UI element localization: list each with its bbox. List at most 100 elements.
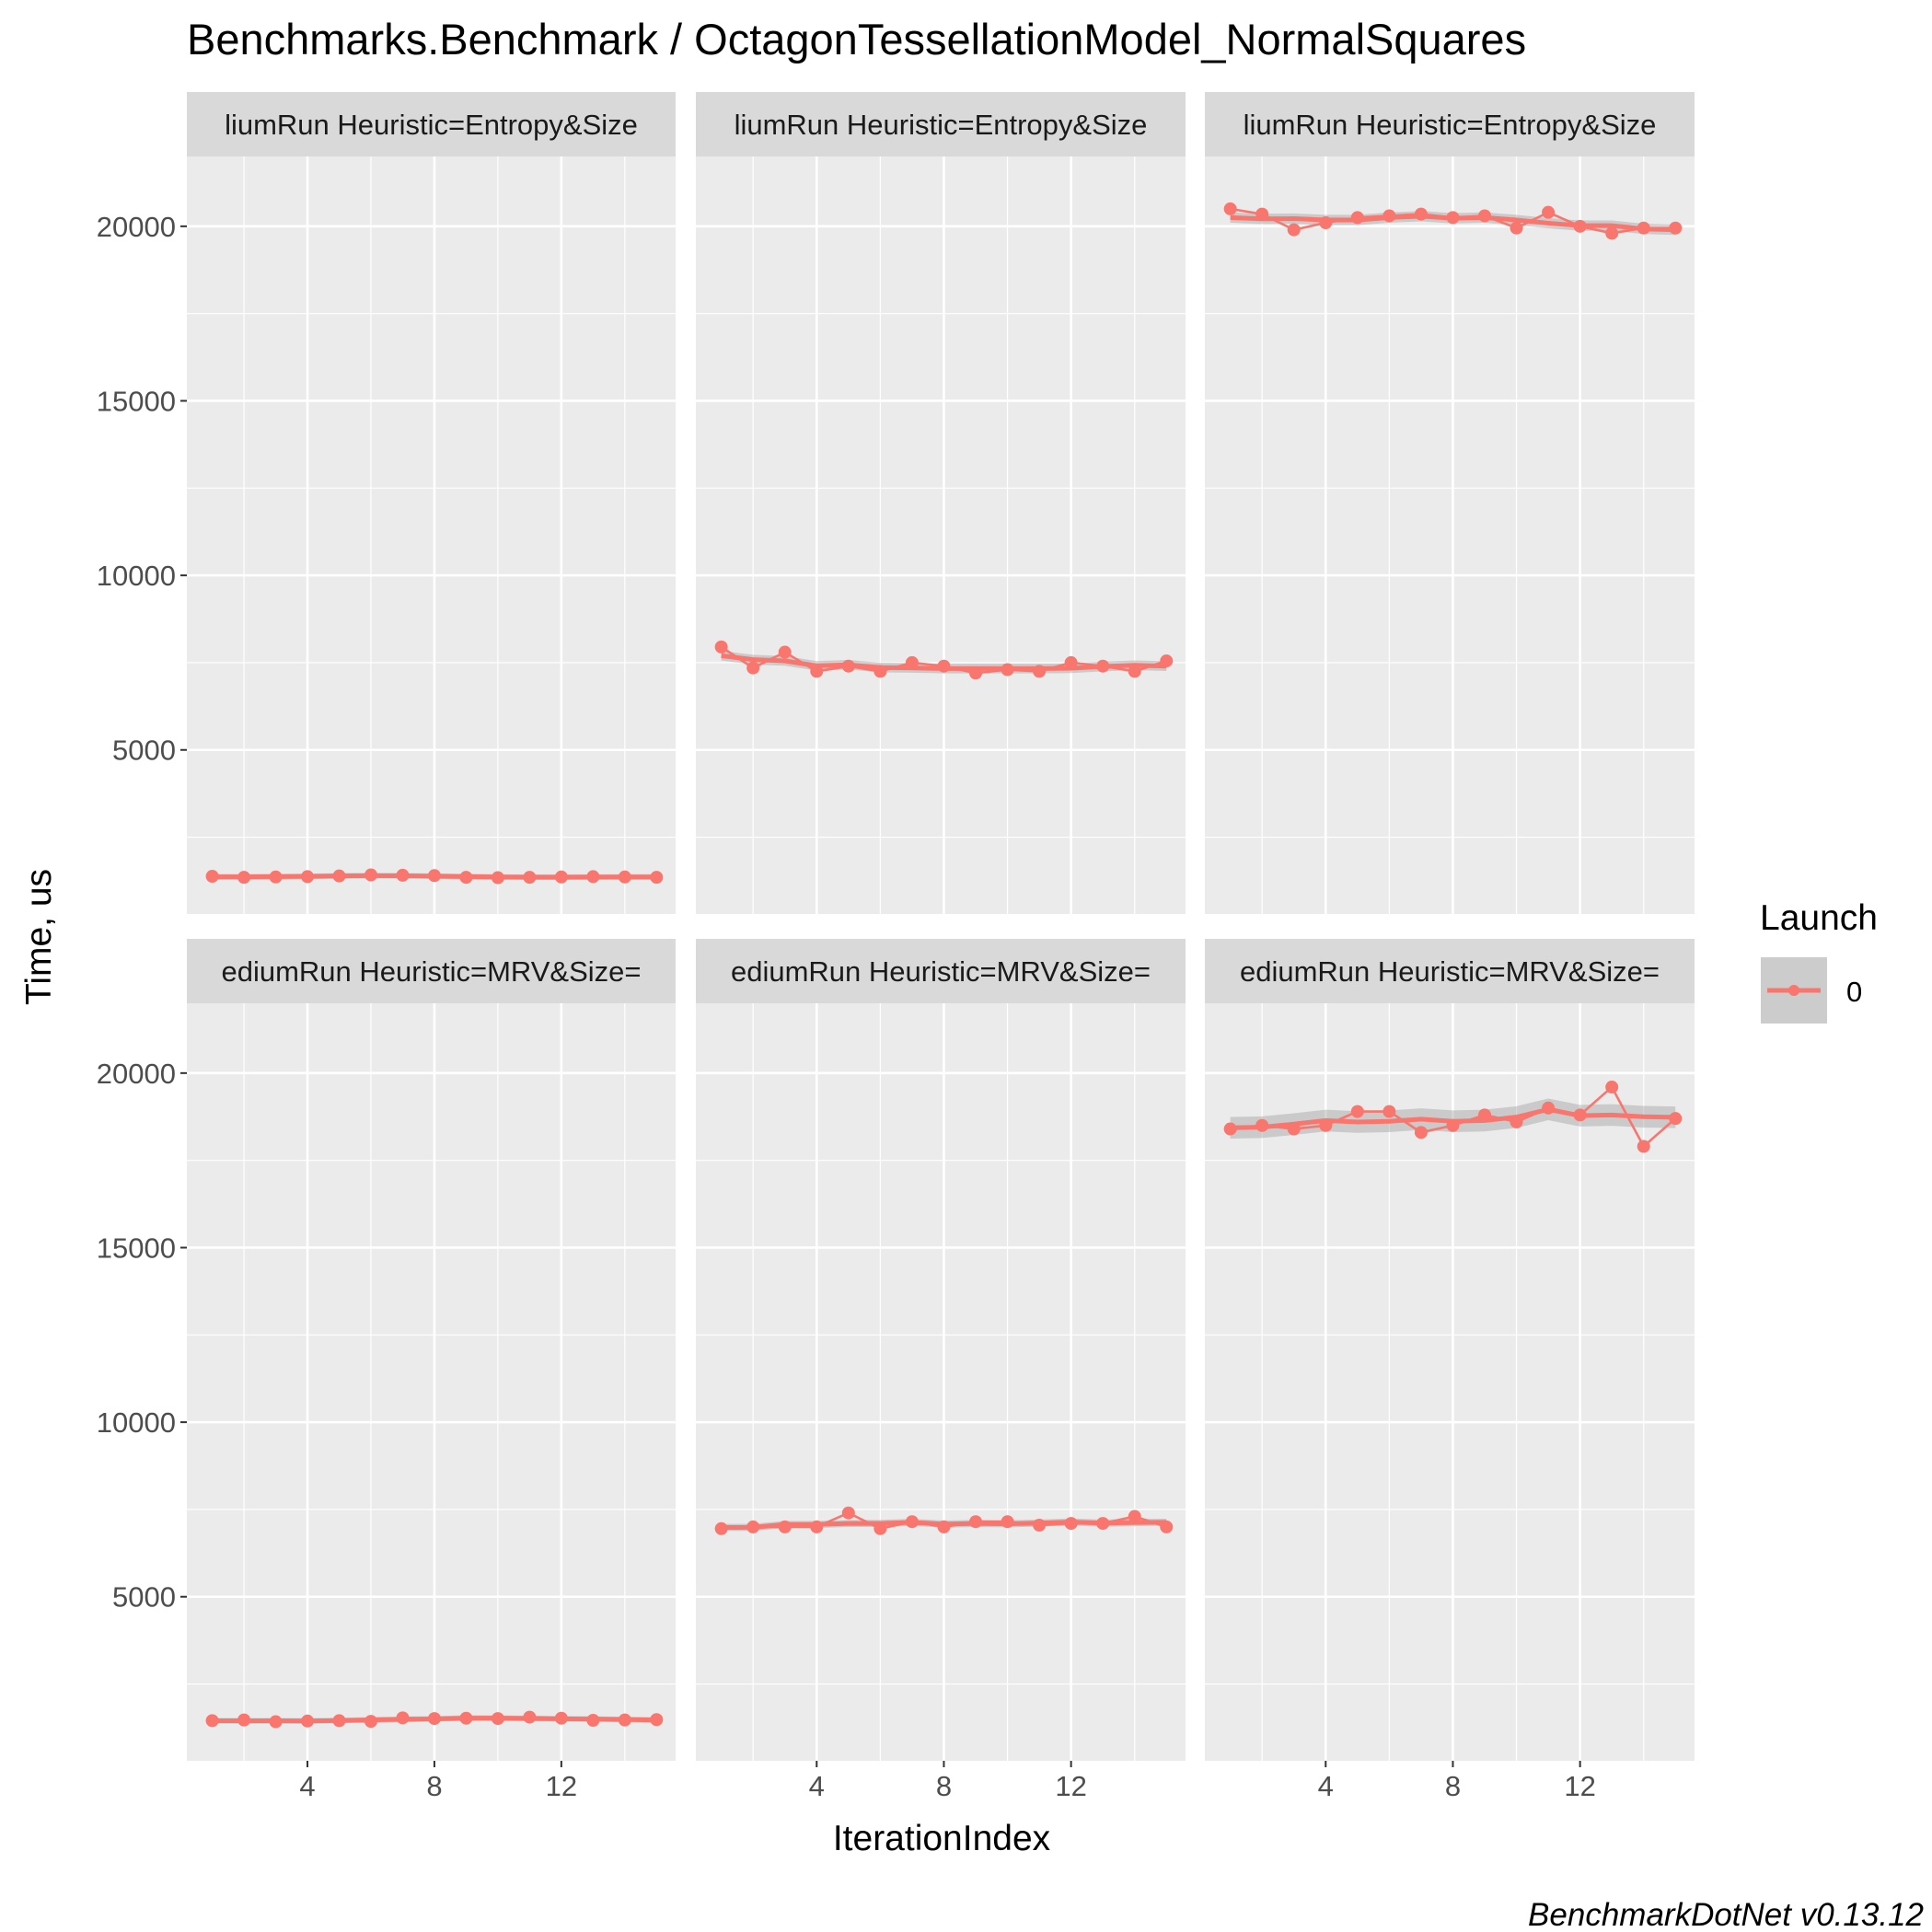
y-tick-label: 15000 bbox=[97, 385, 176, 417]
data-point bbox=[1255, 207, 1269, 221]
x-axis-title: IterationIndex bbox=[833, 1819, 1051, 1858]
data-point bbox=[1573, 219, 1587, 233]
data-point bbox=[650, 1713, 664, 1727]
panel-background bbox=[187, 1003, 676, 1761]
data-point bbox=[237, 1713, 251, 1727]
data-point bbox=[810, 1520, 824, 1533]
strip-label: liumRun Heuristic=Entropy&Size bbox=[225, 109, 638, 141]
data-point bbox=[459, 1711, 473, 1725]
data-point bbox=[301, 870, 315, 884]
data-point bbox=[1319, 216, 1333, 230]
data-point bbox=[1319, 1118, 1333, 1132]
data-point bbox=[1414, 207, 1428, 221]
panel-1-1: ediumRun Heuristic=MRV&Size= bbox=[696, 939, 1186, 1761]
y-tick-label: 20000 bbox=[97, 1058, 176, 1090]
data-point bbox=[1064, 655, 1078, 669]
x-axis-ticks: 4 8 12 4 8 12 4 8 12 bbox=[299, 1761, 1596, 1802]
data-point bbox=[554, 870, 568, 884]
data-point bbox=[1255, 1118, 1269, 1132]
caption: BenchmarkDotNet v0.13.12 bbox=[1528, 1897, 1924, 1932]
y-axis-ticks: 5000 10000 15000 20000 5000 10000 15000 20000 bbox=[97, 211, 187, 1614]
data-point bbox=[618, 1713, 631, 1727]
x-tick-label: 12 bbox=[1564, 1770, 1595, 1802]
panel-background bbox=[187, 156, 676, 914]
data-point bbox=[1446, 1118, 1460, 1132]
data-point bbox=[396, 1711, 410, 1725]
data-point bbox=[1033, 665, 1047, 678]
strip-background bbox=[187, 92, 676, 156]
data-point bbox=[1573, 1108, 1587, 1122]
data-point bbox=[1510, 1115, 1523, 1128]
strip-background bbox=[187, 939, 676, 1003]
data-point bbox=[205, 870, 219, 884]
data-point bbox=[714, 640, 728, 654]
x-tick-label: 8 bbox=[936, 1770, 952, 1802]
data-point bbox=[1287, 1122, 1301, 1136]
legend: Launch 0 bbox=[1760, 898, 1878, 1024]
data-point bbox=[427, 1712, 441, 1726]
data-point bbox=[332, 1714, 346, 1728]
data-point bbox=[873, 665, 887, 678]
x-tick-label: 8 bbox=[1445, 1770, 1461, 1802]
panel-1-2: ediumRun Heuristic=MRV&Size= bbox=[1205, 939, 1695, 1761]
data-point bbox=[1096, 1517, 1110, 1531]
data-point bbox=[618, 870, 631, 884]
data-point bbox=[427, 869, 441, 883]
data-point bbox=[1637, 1140, 1650, 1153]
strip-background bbox=[696, 939, 1186, 1003]
chart-title: Benchmarks.Benchmark / OctagonTessellati… bbox=[187, 15, 1526, 64]
data-point bbox=[1478, 209, 1491, 223]
data-point bbox=[586, 1714, 600, 1728]
data-point bbox=[523, 1710, 537, 1724]
data-point bbox=[1223, 202, 1237, 215]
data-point bbox=[1478, 1108, 1491, 1122]
data-point bbox=[332, 869, 346, 883]
panel-background bbox=[696, 156, 1186, 914]
data-point bbox=[937, 659, 951, 673]
y-tick-label: 5000 bbox=[112, 735, 176, 767]
panel-1-0: ediumRun Heuristic=MRV&Size= bbox=[187, 939, 676, 1761]
data-point bbox=[1001, 663, 1014, 677]
data-point bbox=[554, 1711, 568, 1725]
data-point bbox=[969, 666, 982, 680]
panel-0-1: liumRun Heuristic=Entropy&Size bbox=[696, 92, 1186, 914]
panel-0-2: liumRun Heuristic=Entropy&Size bbox=[1205, 92, 1695, 914]
x-tick-label: 8 bbox=[426, 1770, 442, 1802]
y-axis-title: Time, us bbox=[19, 869, 59, 1005]
smooth-confidence-band bbox=[1230, 1098, 1676, 1140]
data-point bbox=[1542, 1101, 1556, 1115]
data-point bbox=[523, 871, 537, 885]
data-point bbox=[1033, 1518, 1047, 1532]
data-point bbox=[1350, 211, 1364, 225]
panel-0-0: liumRun Heuristic=Entropy&Size bbox=[187, 92, 676, 914]
legend-title: Launch bbox=[1760, 898, 1878, 938]
data-point bbox=[1510, 221, 1523, 235]
strip-label: liumRun Heuristic=Entropy&Size bbox=[735, 109, 1148, 141]
data-point bbox=[905, 1515, 919, 1529]
data-point bbox=[586, 870, 600, 884]
data-point bbox=[396, 868, 410, 882]
strip-label: ediumRun Heuristic=MRV&Size= bbox=[731, 955, 1151, 988]
data-point bbox=[1637, 221, 1650, 235]
strip-label: ediumRun Heuristic=MRV&Size= bbox=[221, 955, 641, 988]
data-point bbox=[841, 659, 855, 673]
data-point bbox=[778, 645, 792, 659]
data-point bbox=[650, 871, 664, 885]
data-point bbox=[1605, 1081, 1619, 1094]
data-point bbox=[491, 871, 504, 885]
data-point bbox=[1128, 665, 1141, 678]
data-point bbox=[1382, 1105, 1396, 1118]
x-tick-label: 12 bbox=[1055, 1770, 1086, 1802]
data-point bbox=[1669, 1112, 1683, 1126]
legend-label: 0 bbox=[1846, 976, 1862, 1008]
legend-key-point bbox=[1788, 985, 1799, 996]
data-point bbox=[269, 870, 283, 884]
data-point bbox=[1287, 223, 1301, 237]
strip-label: ediumRun Heuristic=MRV&Size= bbox=[1240, 955, 1660, 988]
data-point bbox=[1096, 659, 1110, 673]
data-point bbox=[1223, 1122, 1237, 1136]
x-tick-label: 12 bbox=[546, 1770, 577, 1802]
data-point bbox=[841, 1506, 855, 1520]
data-point bbox=[237, 871, 251, 885]
